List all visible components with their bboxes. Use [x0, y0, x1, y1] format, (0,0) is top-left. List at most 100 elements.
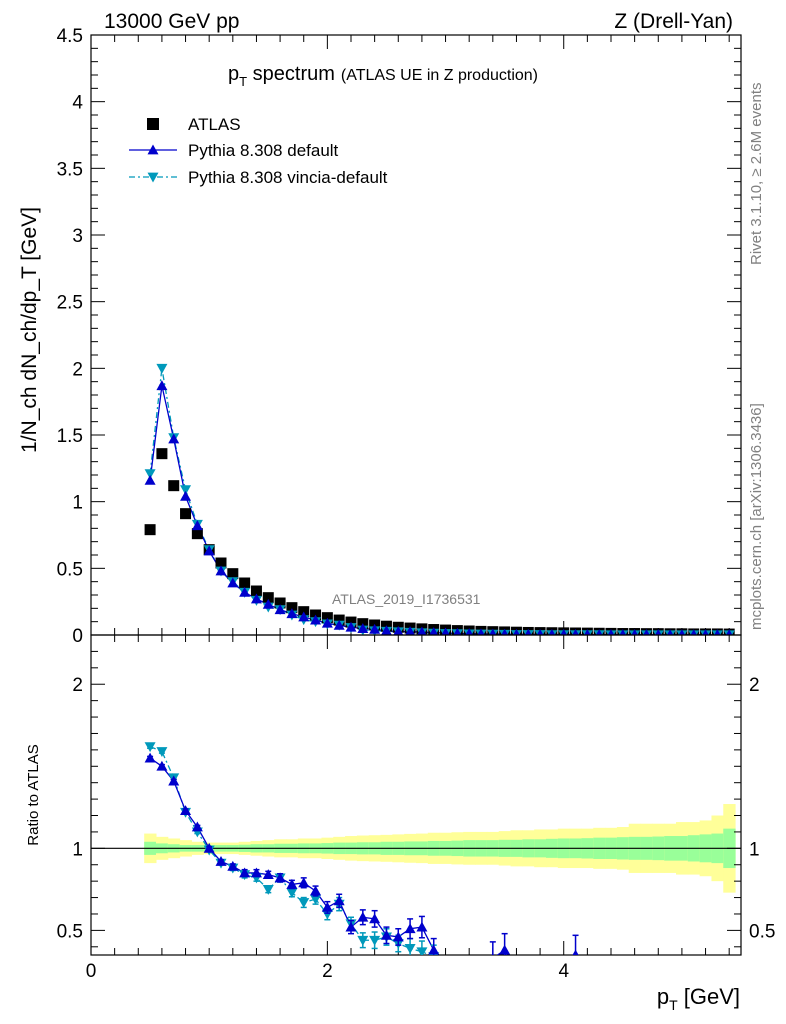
ratio-vincia-point: [357, 935, 369, 946]
default-point: [156, 380, 168, 391]
main-ytick-label: 1: [72, 493, 83, 514]
default-point: [572, 628, 579, 635]
default-point: [345, 621, 357, 632]
main-ytick-label: 0: [72, 626, 83, 647]
ratio-xlabel: pT [GeV]: [657, 984, 740, 1013]
xlabel-rest: [GeV]: [678, 984, 740, 1009]
default-point: [298, 611, 310, 622]
ratio-ytick-label-right: 1: [749, 839, 760, 860]
title-note: (ATLAS UE in Z production): [341, 67, 538, 84]
ratio-ytick-label-right: 0.5: [749, 921, 775, 942]
ratio-default-point: [215, 855, 227, 866]
ratio-default-point: [499, 944, 511, 955]
title-rest: spectrum: [247, 63, 335, 85]
ratio-default-point: [345, 921, 357, 932]
atlas-point: [191, 528, 203, 540]
default-point: [536, 628, 544, 635]
ratio-vincia-point: [298, 898, 310, 908]
default-point: [702, 629, 709, 635]
ratio-default-point: [310, 885, 322, 896]
vincia-point: [180, 485, 192, 496]
legend-label: ATLAS: [188, 115, 241, 134]
legend-vincia-marker: [147, 172, 159, 183]
default-point: [203, 545, 215, 556]
title-main: p: [228, 63, 239, 85]
ratio-default-point: [491, 952, 495, 955]
legend: ATLAS Pythia 8.308 default Pythia 8.308 vi…: [129, 115, 388, 187]
ratio-default-point: [416, 921, 428, 932]
default-point: [714, 629, 721, 635]
ratio-vincia-point: [404, 944, 416, 954]
default-point: [465, 628, 473, 635]
default-point: [643, 629, 650, 635]
ratio-default-line-tail: [496, 949, 508, 955]
default-point: [595, 629, 603, 635]
default-point: [239, 586, 251, 597]
default-point: [678, 629, 686, 635]
ratio-vincia-point: [286, 888, 298, 899]
default-point: [501, 628, 509, 635]
ratio-default-point: [404, 923, 416, 934]
atlas-point: [239, 577, 251, 589]
ratio-xtick-label: 4: [558, 961, 569, 982]
ratio-xtick-label: 2: [322, 961, 333, 982]
ratio-default-point: [572, 949, 579, 955]
analysis-watermark: ATLAS_2019_I1736531: [332, 591, 481, 607]
default-point: [453, 627, 462, 635]
default-point: [619, 629, 627, 635]
main-ylabel: 1/N_ch dN_ch/dp_T [GeV]: [18, 207, 41, 453]
default-point: [654, 629, 662, 635]
ratio-vincia-point: [144, 742, 156, 753]
ratio-default-point: [144, 752, 156, 763]
default-point: [513, 628, 520, 635]
default-point: [357, 623, 369, 633]
default-point: [250, 593, 262, 604]
default-point: [560, 628, 568, 635]
default-point: [333, 619, 345, 630]
ratio-vincia-point: [310, 894, 322, 905]
ratio-default-point: [392, 931, 404, 942]
default-point: [227, 577, 239, 588]
ratio-default-point: [250, 867, 262, 878]
atlas-point: [250, 585, 262, 597]
ratio-default-point: [369, 913, 381, 924]
ratio-vincia-point: [416, 947, 428, 955]
mcplots-label: mcplots.cern.ch [arXiv:1306.3436]: [748, 403, 765, 630]
main-ytick-label: 3: [72, 226, 83, 247]
header-right: Z (Drell-Yan): [614, 10, 733, 33]
atlas-point: [168, 480, 180, 492]
default-point: [477, 628, 485, 635]
ratio-default-point: [239, 867, 251, 878]
default-point: [310, 614, 322, 625]
default-point: [489, 628, 497, 635]
atlas-point: [262, 592, 274, 604]
default-point: [180, 490, 192, 501]
default-point: [607, 629, 615, 635]
legend-default-marker: [147, 144, 159, 155]
main-ytick-label: 4: [72, 93, 83, 114]
atlas-point: [144, 524, 156, 536]
ratio-default-point: [274, 872, 286, 883]
ratio-vincia-point: [262, 884, 274, 895]
default-point: [381, 625, 392, 635]
legend-label: Pythia 8.308 vincia-default: [188, 168, 388, 187]
default-point: [417, 626, 427, 635]
main-ytick-label: 2.5: [57, 293, 83, 314]
default-point: [725, 629, 733, 635]
title-sub: T: [239, 74, 247, 89]
default-point: [405, 626, 415, 635]
ratio-vincia-point: [321, 909, 333, 920]
ratio-default-point: [357, 911, 369, 922]
ratio-default-point: [286, 878, 298, 889]
default-point: [262, 598, 274, 609]
ratio-default-point: [156, 760, 168, 771]
atlas-point: [180, 508, 192, 520]
xlabel-sub: T: [669, 997, 678, 1013]
default-point: [429, 627, 439, 635]
default-point: [441, 627, 450, 635]
default-point: [393, 626, 404, 635]
default-point: [631, 629, 638, 635]
main-ytick-label: 0.5: [57, 559, 83, 580]
ratio-default-point: [262, 869, 274, 879]
